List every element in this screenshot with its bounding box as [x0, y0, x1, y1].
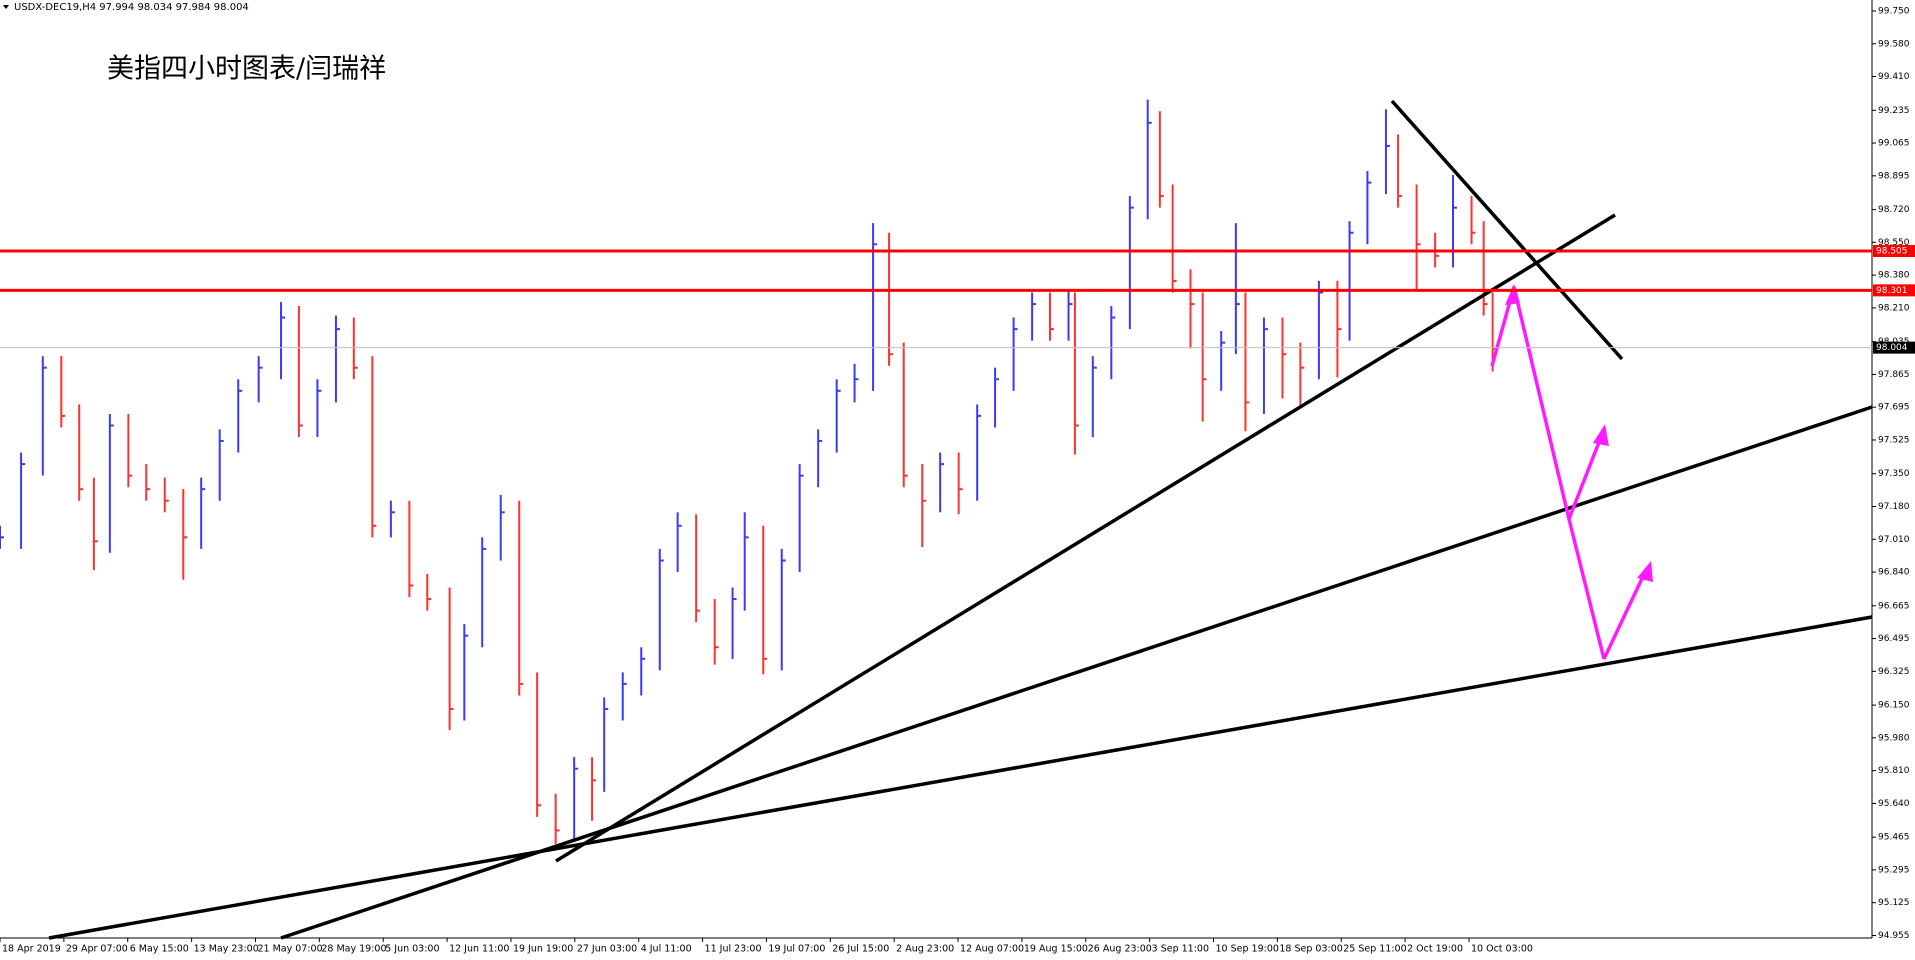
y-tick-label: 96.150	[1878, 701, 1910, 711]
y-tick-label: 96.325	[1878, 667, 1910, 677]
y-tick-label: 99.065	[1878, 139, 1910, 149]
trend-line	[1390, 99, 1624, 361]
x-tick-label: 19 Aug 15:00	[1024, 944, 1088, 955]
y-tick-label: 97.350	[1878, 469, 1910, 479]
x-tick-label: 27 Jun 03:00	[577, 944, 637, 955]
y-tick-label: 94.955	[1878, 931, 1910, 941]
x-tick-label: 5 Jun 03:00	[385, 944, 439, 955]
x-tick-label: 29 Apr 07:00	[66, 944, 128, 955]
x-tick-label: 18 Sep 03:00	[1279, 944, 1342, 955]
x-tick-label: 4 Jul 11:00	[641, 944, 692, 955]
level-label: 98.301	[1876, 286, 1908, 296]
y-tick-label: 95.465	[1878, 833, 1910, 843]
x-tick-label: 19 Jun 19:00	[513, 944, 573, 955]
x-tick-label: 10 Sep 19:00	[1216, 944, 1279, 955]
y-tick-label: 99.235	[1878, 106, 1910, 116]
x-tick-label: 12 Jun 11:00	[449, 944, 509, 955]
arrow-path	[1602, 567, 1649, 660]
current-price-label: 98.004	[1876, 343, 1908, 353]
x-tick-label: 2 Oct 19:00	[1407, 944, 1463, 955]
arrowhead	[1505, 284, 1520, 305]
x-tick-label: 21 May 07:00	[257, 944, 322, 955]
symbol-info: USDX-DEC19,H4 97.994 98.034 97.984 98.00…	[14, 2, 249, 13]
y-tick-label: 95.640	[1878, 799, 1910, 809]
y-tick-label: 98.895	[1878, 171, 1910, 181]
y-tick-label: 95.295	[1878, 865, 1910, 875]
trend-line	[555, 213, 1616, 863]
x-tick-label: 2 Aug 23:00	[896, 944, 954, 955]
y-tick-label: 97.180	[1878, 502, 1910, 512]
x-tick-label: 11 Jul 23:00	[705, 944, 762, 955]
y-tick-label: 96.665	[1878, 601, 1910, 611]
symbol-menu-icon[interactable]	[3, 5, 9, 9]
y-tick-label: 95.125	[1878, 898, 1910, 908]
y-tick-label: 99.580	[1878, 39, 1910, 49]
x-tick-label: 28 May 19:00	[321, 944, 386, 955]
level-box	[1873, 245, 1915, 258]
level-box	[1873, 284, 1915, 297]
y-tick-label: 97.695	[1878, 403, 1910, 413]
y-tick-label: 97.865	[1878, 370, 1910, 380]
current-price-box	[1873, 341, 1915, 354]
arrow-path	[1567, 431, 1605, 520]
x-tick-label: 3 Sep 11:00	[1152, 944, 1209, 955]
y-tick-label: 95.810	[1878, 766, 1910, 776]
x-tick-label: 19 Jul 07:00	[768, 944, 825, 955]
y-tick-label: 95.980	[1878, 733, 1910, 743]
arrow-path	[1490, 286, 1606, 660]
x-tick-label: 26 Aug 23:00	[1088, 944, 1152, 955]
arrowhead	[1593, 424, 1609, 446]
arrowhead	[1637, 561, 1653, 582]
x-tick-label: 6 May 15:00	[130, 944, 189, 955]
y-tick-label: 99.410	[1878, 72, 1910, 82]
x-tick-label: 12 Aug 07:00	[960, 944, 1024, 955]
y-tick-label: 98.380	[1878, 271, 1910, 281]
x-tick-label: 10 Oct 03:00	[1471, 944, 1533, 955]
projection-arrows	[1490, 284, 1653, 660]
chart-title: 美指四小时图表/闫瑞祥	[107, 54, 386, 85]
x-tick-label: 26 Jul 15:00	[832, 944, 889, 955]
y-tick-label: 99.750	[1878, 6, 1910, 16]
level-label: 98.505	[1876, 247, 1908, 257]
y-tick-label: 96.840	[1878, 568, 1910, 578]
y-tick-label: 98.720	[1878, 205, 1910, 215]
trend-line	[48, 615, 1873, 940]
x-tick-label: 13 May 23:00	[194, 944, 259, 955]
y-tick-label: 97.010	[1878, 535, 1910, 545]
y-tick-label: 96.495	[1878, 634, 1910, 644]
y-tick-label: 98.550	[1878, 238, 1910, 248]
x-tick-label: 25 Sep 11:00	[1343, 944, 1406, 955]
y-tick-label: 98.210	[1878, 303, 1910, 313]
x-tick-label: 18 Apr 2019	[2, 944, 61, 955]
price-bars	[0, 99, 1497, 844]
y-tick-label: 97.525	[1878, 435, 1910, 445]
